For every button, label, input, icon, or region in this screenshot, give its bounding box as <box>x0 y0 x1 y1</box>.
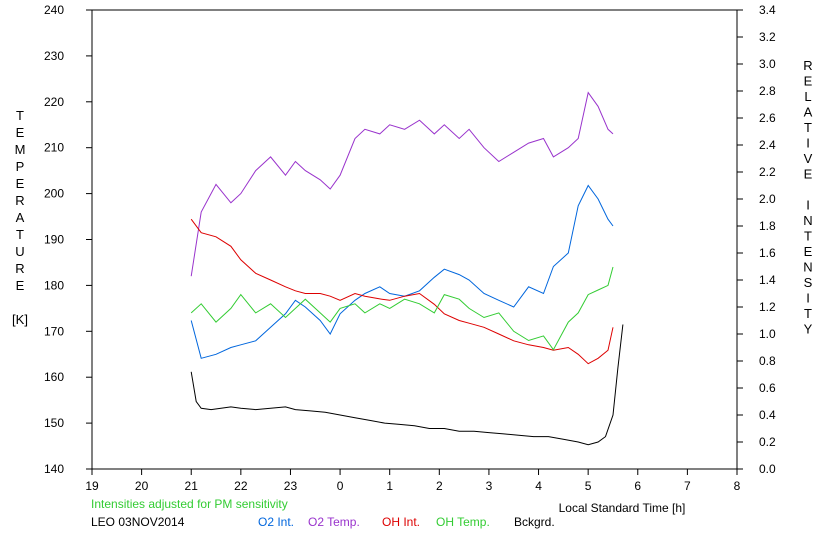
y-left-label-letter: T <box>16 227 24 242</box>
y-right-label-letter: E <box>804 74 813 89</box>
y-left-label-letter: R <box>15 261 24 276</box>
y-left-label-letter: R <box>15 193 24 208</box>
sensitivity-note: Intensities adjusted for PM sensitivity <box>91 497 288 511</box>
legend-o2-temp: O2 Temp. <box>308 515 360 529</box>
y-right-label-letter: Y <box>804 322 813 337</box>
x-tick-label: 6 <box>634 479 641 493</box>
y-right-tick-label: 2.8 <box>759 84 776 98</box>
y-right-label-letter: E <box>804 244 813 259</box>
x-axis-label: Local Standard Time [h] <box>559 501 686 515</box>
y-right-tick-label: 1.6 <box>759 246 776 260</box>
y-right-label-letter: T <box>804 229 812 244</box>
y-right-label-letter: N <box>803 213 812 228</box>
y-left-tick-label: 160 <box>44 370 64 384</box>
y-left-label-unit: [K] <box>12 312 28 327</box>
y-right-tick-label: 0.2 <box>759 435 776 449</box>
y-right-label-letter: T <box>804 306 812 321</box>
y-right-label-letter: E <box>804 167 813 182</box>
y-right-tick-label: 2.6 <box>759 111 776 125</box>
y-left-tick-label: 220 <box>44 95 64 109</box>
x-tick-label: 7 <box>684 479 691 493</box>
y-right-label-letter: I <box>806 198 810 213</box>
y-left-label-letter: A <box>16 210 25 225</box>
x-tick-label: 23 <box>284 479 298 493</box>
y-right-tick-label: 3.0 <box>759 57 776 71</box>
y-right-tick-label: 0.8 <box>759 354 776 368</box>
y-right-label-letter: L <box>804 89 811 104</box>
x-tick-label: 19 <box>85 479 99 493</box>
x-tick-label: 0 <box>337 479 344 493</box>
y-right-tick-label: 1.8 <box>759 219 776 233</box>
y-right-tick-label: 3.2 <box>759 30 776 44</box>
y-right-label-letter: S <box>804 275 813 290</box>
series-bckgrd-line <box>190 324 624 446</box>
y-right-tick-label: 3.4 <box>759 3 776 17</box>
y-right-tick-label: 0.6 <box>759 381 776 395</box>
x-tick-label: 20 <box>135 479 149 493</box>
x-tick-label: 2 <box>436 479 443 493</box>
legend-o2-int: O2 Int. <box>258 515 295 529</box>
x-tick-label: 8 <box>734 479 741 493</box>
plot-frame <box>91 9 738 470</box>
y-left-tick-label: 210 <box>44 141 64 155</box>
y-left-tick-label: 180 <box>44 278 64 292</box>
y-left-tick-label: 140 <box>44 462 64 476</box>
legend-oh-int: OH Int. <box>382 515 421 529</box>
y-right-tick-label: 0.4 <box>759 408 776 422</box>
series-oh-temp-line <box>190 266 614 351</box>
x-tick-label: 3 <box>486 479 493 493</box>
x-tick-label: 21 <box>185 479 199 493</box>
y-right-tick-label: 1.4 <box>759 273 776 287</box>
series-oh-int-line <box>190 218 614 365</box>
x-tick-label: 4 <box>535 479 542 493</box>
y-right-tick-label: 0.0 <box>759 462 776 476</box>
y-left-label-letter: E <box>16 176 25 191</box>
y-right-tick-label: 2.2 <box>759 165 776 179</box>
station-date-label: LEO 03NOV2014 <box>91 515 185 529</box>
y-left-label-letter: T <box>16 108 24 123</box>
y-left-label-letter: E <box>16 278 25 293</box>
y-right-tick-label: 1.2 <box>759 300 776 314</box>
y-right-label-letter: I <box>806 291 810 306</box>
y-right-label-letter: V <box>804 151 813 166</box>
y-left-tick-label: 190 <box>44 233 64 247</box>
y-right-label-letter: R <box>803 58 812 73</box>
legend-bckgrd: Bckgrd. <box>514 515 555 529</box>
y-right-label-letter: A <box>804 105 813 120</box>
x-tick-label: 1 <box>386 479 393 493</box>
y-right-label-letter: N <box>803 260 812 275</box>
series-o2-temp-line <box>190 91 614 277</box>
y-right-tick-label: 1.0 <box>759 327 776 341</box>
y-left-tick-label: 170 <box>44 324 64 338</box>
legend-oh-temp: OH Temp. <box>436 515 490 529</box>
y-left-tick-label: 230 <box>44 49 64 63</box>
y-left-label-letter: E <box>16 125 25 140</box>
y-right-tick-label: 2.0 <box>759 192 776 206</box>
y-left-tick-label: 150 <box>44 416 64 430</box>
y-left-label-letter: U <box>15 244 24 259</box>
y-right-tick-label: 2.4 <box>759 138 776 152</box>
y-right-label-letter: I <box>806 136 810 151</box>
x-tick-label: 22 <box>234 479 248 493</box>
y-left-label-letter: P <box>16 159 25 174</box>
y-left-tick-label: 200 <box>44 187 64 201</box>
y-left-tick-label: 240 <box>44 3 64 17</box>
y-left-label-letter: M <box>15 142 26 157</box>
x-tick-label: 5 <box>585 479 592 493</box>
y-right-label-letter: T <box>804 120 812 135</box>
